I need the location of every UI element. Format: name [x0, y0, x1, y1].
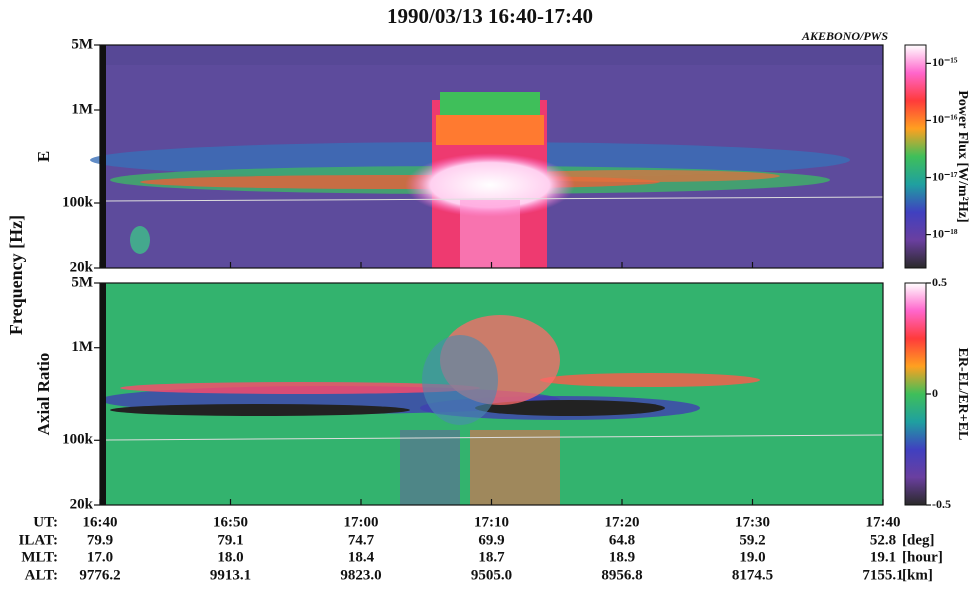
y-tick-label: 100k: [62, 194, 94, 210]
row-unit: [deg]: [902, 532, 935, 548]
row-value: 18.7: [478, 549, 505, 565]
y-tick-label: 20k: [70, 496, 94, 512]
spectrogram-axial-ratio: [100, 283, 883, 505]
row-value: 69.9: [478, 532, 504, 548]
row-value: 18.9: [609, 549, 635, 565]
x-tick-label: 16:50: [213, 514, 248, 530]
row-unit: [hour]: [902, 549, 943, 565]
spectrogram-e: [90, 45, 883, 268]
y-tick-label: 20k: [70, 259, 94, 275]
colorbar-tick-label: 10⁻¹⁸: [932, 226, 958, 240]
chart-title: 1990/03/13 16:40-17:40: [387, 4, 593, 28]
x-tick-label: 17:10: [474, 514, 509, 530]
row-value: 74.7: [348, 532, 375, 548]
colorbar-tick-label: 10⁻¹⁷: [932, 169, 958, 183]
colorbar-label: ER-EL/ER+EL: [955, 348, 970, 441]
row-value: 79.9: [87, 532, 113, 548]
colorbar: [905, 283, 926, 505]
x-tick-label: 16:40: [83, 514, 118, 530]
row-value: 79.1: [217, 532, 243, 548]
row-name: MLT:: [21, 549, 58, 565]
row-value: 9776.2: [79, 567, 120, 583]
row-name: UT:: [33, 514, 58, 530]
colorbar-tick-label: 10⁻¹⁶: [932, 112, 958, 126]
y-tick-label: 1M: [71, 339, 93, 355]
chart: 1990/03/13 16:40-17:40 AKEBONO/PWS Frequen…: [0, 0, 980, 589]
colorbar-tick-label: 0: [932, 386, 938, 400]
row-value: 7155.1: [862, 567, 903, 583]
x-tick-label: 17:30: [735, 514, 770, 530]
x-tick-label: 17:40: [866, 514, 901, 530]
row-name: ALT:: [25, 567, 58, 583]
row-value: 9505.0: [471, 567, 512, 583]
row-unit: [km]: [902, 567, 933, 583]
row-value: 64.8: [609, 532, 635, 548]
row-value: 18.4: [348, 549, 375, 565]
colorbar-tick-label: 0.5: [932, 275, 947, 289]
row-value: 18.0: [217, 549, 243, 565]
row-value: 59.2: [739, 532, 765, 548]
row-value: 9913.1: [210, 567, 251, 583]
colorbar-tick-label: -0.5: [932, 497, 951, 511]
y-tick-label: 5M: [71, 274, 93, 290]
row-value: 8956.8: [601, 567, 642, 583]
colorbar-tick-label: 10⁻¹⁵: [932, 55, 958, 69]
row-value: 19.0: [739, 549, 765, 565]
y-tick-label: 100k: [62, 432, 94, 448]
chart-subtitle: AKEBONO/PWS: [801, 29, 888, 43]
y-tick-label: 1M: [71, 101, 93, 117]
y-axis-label: Frequency [Hz]: [6, 215, 26, 335]
row-value: 8174.5: [732, 567, 773, 583]
row-name: ILAT:: [19, 532, 58, 548]
panel-label: Axial Ratio: [34, 353, 53, 436]
row-value: 52.8: [870, 532, 896, 548]
colorbar: [905, 45, 926, 268]
y-tick-label: 5M: [71, 36, 93, 52]
row-value: 9823.0: [340, 567, 381, 583]
x-tick-label: 17:20: [605, 514, 640, 530]
row-value: 19.1: [870, 549, 896, 565]
row-value: 17.0: [87, 549, 113, 565]
colorbar-label: Power Flux [W/m²Hz]: [955, 90, 970, 222]
panel-label: E: [34, 151, 53, 162]
x-tick-label: 17:00: [344, 514, 379, 530]
